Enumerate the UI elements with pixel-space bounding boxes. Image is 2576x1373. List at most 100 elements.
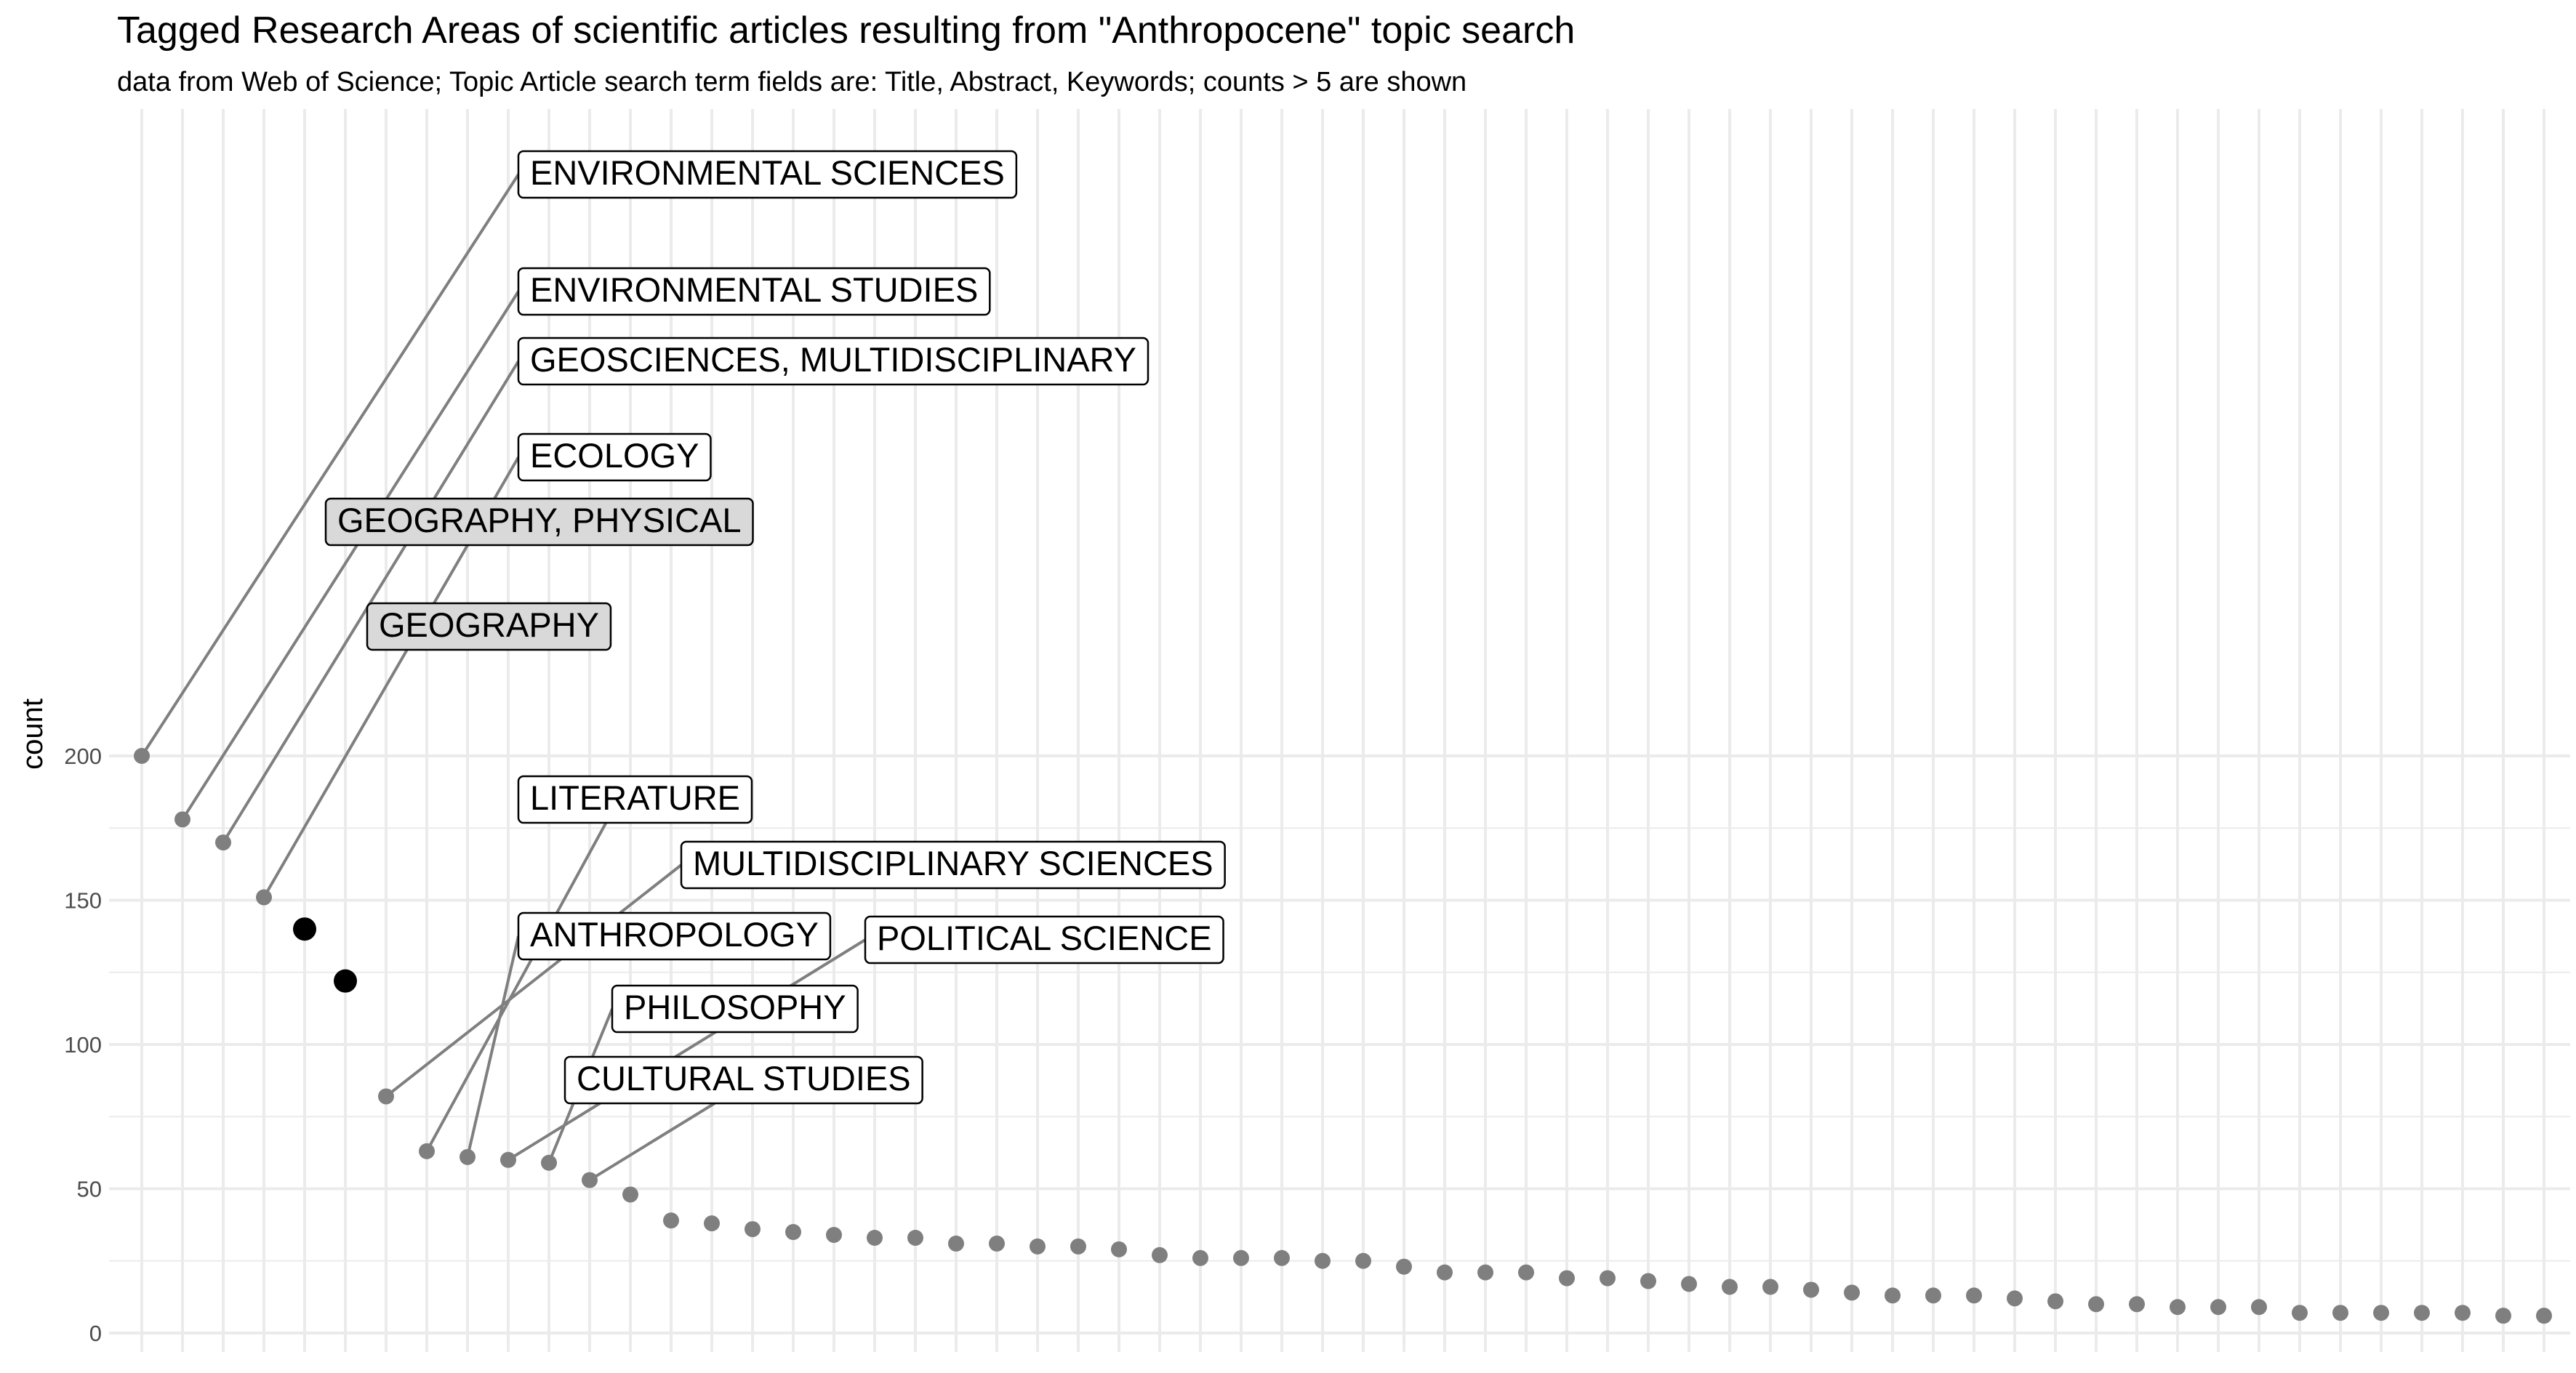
data-point [663,1212,679,1229]
data-point [419,1143,435,1159]
data-label-text: ECOLOGY [530,436,699,475]
data-point [2088,1296,2104,1313]
data-point [1559,1270,1575,1287]
data-point [1233,1249,1249,1266]
data-label-box [864,915,1224,965]
data-label-box [517,432,712,482]
label-connector [385,863,683,1098]
data-point [215,834,231,851]
label-connector [588,1102,715,1182]
data-label-text: CULTURAL STUDIES [577,1059,911,1098]
data-point [1600,1270,1616,1287]
data-point [1274,1249,1290,1266]
data-point [2210,1299,2226,1316]
data-point [334,969,357,993]
data-label-box [324,497,754,547]
label-connector [222,360,520,844]
data-point [1192,1249,1208,1266]
chart-subtitle: data from Web of Science; Topic Article … [117,67,1467,97]
y-tick-label: 0 [89,1321,102,1346]
data-point [622,1186,638,1203]
chart-title: Tagged Research Areas of scientific arti… [117,9,1576,52]
data-label-text: PHILOSOPHY [624,988,846,1026]
data-label: CULTURAL STUDIES [563,1055,923,1105]
data-point [1762,1279,1778,1295]
data-label: GEOSCIENCES, MULTIDISCIPLINARY [517,337,1149,386]
data-point [907,1229,923,1246]
data-label: LITERATURE [517,775,753,824]
data-point [2170,1299,2186,1316]
data-label-text: MULTIDISCIPLINARY SCIENCES [693,844,1213,882]
data-label: GEOGRAPHY [366,602,612,651]
label-connector [181,290,520,821]
label-connector [425,822,608,1152]
data-point [1681,1276,1697,1292]
data-point [1640,1273,1656,1289]
data-label: POLITICAL SCIENCE [864,915,1224,965]
data-point [1477,1264,1493,1281]
data-point [1111,1241,1127,1257]
data-point [1803,1281,1819,1298]
data-point [704,1215,720,1232]
data-point [2007,1290,2023,1307]
data-label-box [517,775,753,824]
data-point [948,1235,964,1252]
data-point [1885,1287,1901,1304]
data-point [1396,1258,1412,1275]
data-point [745,1221,761,1238]
data-points [134,748,2552,1324]
data-label-text: LITERATURE [530,778,740,817]
data-point [2455,1305,2471,1321]
grid [109,109,2570,1352]
data-point [582,1172,598,1188]
data-point [785,1224,801,1241]
data-point [2373,1305,2389,1321]
data-label-text: GEOGRAPHY [379,605,599,644]
data-point [1070,1238,1086,1255]
data-point [378,1088,394,1105]
label-connector [140,173,520,757]
data-label-text: ENVIRONMENTAL STUDIES [530,270,978,309]
data-label-box [611,984,859,1034]
y-tick-label: 200 [64,744,102,769]
data-point [2292,1305,2308,1321]
data-point [500,1151,516,1168]
data-point [2251,1299,2267,1316]
data-label-box [517,267,991,316]
data-label: ENVIRONMENTAL SCIENCES [517,150,1018,199]
data-label-box [680,840,1226,890]
data-label: PHILOSOPHY [611,984,859,1034]
data-point [2536,1308,2552,1324]
data-point [2129,1296,2145,1313]
y-axis-ticks: 0 50 100 150 200 [64,744,102,1346]
data-point [867,1229,883,1246]
data-label: ECOLOGY [517,432,712,482]
y-axis-label: count [17,698,49,770]
data-labels: ENVIRONMENTAL SCIENCES ENVIRONMENTAL STUD… [324,150,1226,1105]
data-label-text: GEOGRAPHY, PHYSICAL [337,501,742,539]
data-label: ANTHROPOLOGY [517,911,832,961]
data-point [1355,1252,1371,1269]
data-label: MULTIDISCIPLINARY SCIENCES [680,840,1226,890]
data-point [293,917,316,941]
data-point [1518,1264,1534,1281]
data-point [541,1154,557,1171]
data-point [134,748,150,764]
data-label-box [366,602,612,651]
y-tick-label: 150 [64,888,102,914]
data-label-box [517,150,1018,199]
data-label: ENVIRONMENTAL STUDIES [517,267,991,316]
data-point [460,1148,476,1165]
data-point [2332,1305,2348,1321]
y-tick-label: 100 [64,1032,102,1058]
data-point [256,889,272,906]
data-point [174,811,190,828]
data-label-text: GEOSCIENCES, MULTIDISCIPLINARY [530,340,1136,379]
y-tick-label: 50 [77,1177,102,1202]
data-point [1722,1279,1738,1295]
data-point [2047,1293,2063,1310]
label-connector [466,935,520,1158]
data-point [1437,1264,1453,1281]
data-point [1844,1284,1860,1301]
